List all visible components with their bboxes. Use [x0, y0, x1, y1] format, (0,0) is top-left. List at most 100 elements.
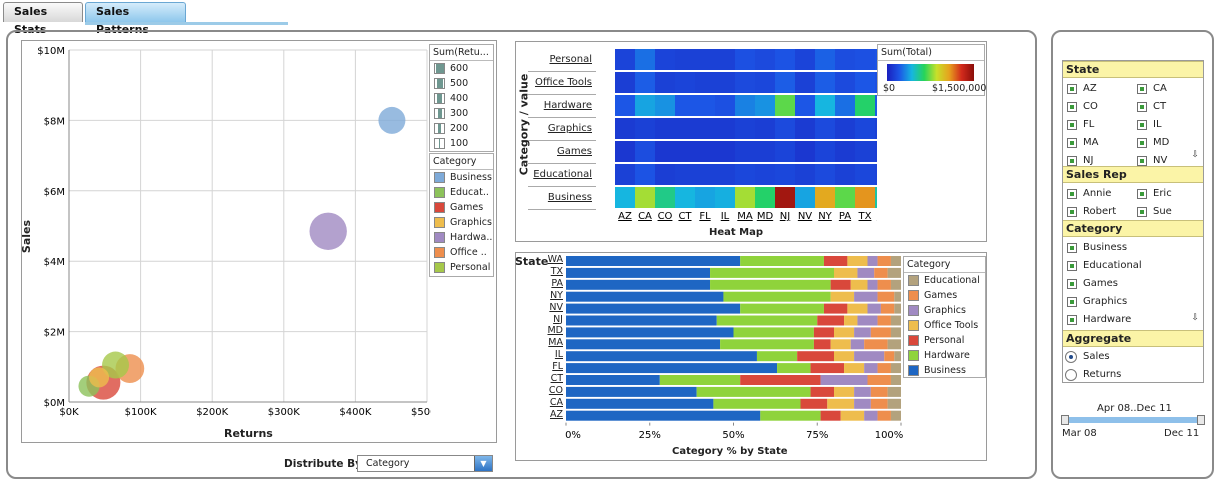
state-row-label[interactable]: CA	[549, 396, 563, 408]
stacked-bar-segment[interactable]	[854, 386, 871, 397]
state-row-label[interactable]: AZ	[549, 408, 563, 420]
state-option[interactable]: IL	[1137, 118, 1162, 132]
heatmap-row-label[interactable]: Games	[557, 146, 592, 157]
heatmap-column-label[interactable]: AZ	[618, 211, 632, 222]
stacked-bar-segment[interactable]	[877, 315, 891, 326]
heatmap-cell[interactable]	[635, 95, 655, 116]
heatmap-cell[interactable]	[775, 118, 795, 139]
stacked-bar-segment[interactable]	[877, 410, 891, 421]
heatmap-cell[interactable]	[815, 95, 835, 116]
heatmap-cell[interactable]	[615, 164, 635, 185]
heatmap-cell[interactable]	[695, 164, 715, 185]
checkbox[interactable]	[1067, 207, 1077, 217]
heatmap-cell[interactable]	[635, 118, 655, 139]
stacked-bar-segment[interactable]	[880, 303, 895, 314]
stacked-bar-segment[interactable]	[890, 375, 901, 385]
bubble-point[interactable]	[89, 367, 110, 388]
tab-sales-stats[interactable]: Sales Stats	[3, 2, 83, 36]
stacked-bar-segment[interactable]	[820, 375, 868, 385]
stacked-bar-segment[interactable]	[844, 363, 865, 374]
heatmap-cell[interactable]	[695, 118, 715, 139]
stacked-bar-segment[interactable]	[566, 363, 778, 374]
checkbox[interactable]	[1137, 207, 1147, 217]
stacked-bar-segment[interactable]	[566, 256, 741, 266]
stacked-bar-segment[interactable]	[834, 267, 858, 278]
heatmap-cell[interactable]	[755, 118, 775, 139]
heatmap-cell[interactable]	[615, 49, 635, 70]
heatmap-cell[interactable]	[695, 72, 715, 93]
heatmap-cell[interactable]	[775, 95, 795, 116]
category-legend-item[interactable]: Personal	[430, 260, 493, 275]
stacked-bar-segment[interactable]	[834, 351, 855, 362]
stacked-bar-segment[interactable]	[854, 398, 871, 409]
stacked-bar-segment[interactable]	[713, 398, 801, 409]
stacked-bar-segment[interactable]	[877, 256, 891, 266]
stacked-bar-segment[interactable]	[874, 267, 888, 278]
heatmap-cell[interactable]	[835, 95, 855, 116]
checkbox[interactable]	[1137, 102, 1147, 112]
stacked-bar-segment[interactable]	[867, 279, 878, 290]
sales-rep-option[interactable]: Eric	[1137, 187, 1172, 201]
heatmap-cell[interactable]	[715, 164, 735, 185]
checkbox[interactable]	[1137, 138, 1147, 148]
state-row-label[interactable]: IL	[554, 349, 563, 361]
stacked-bar-segment[interactable]	[894, 303, 901, 314]
heatmap-cell[interactable]	[875, 141, 877, 162]
heatmap-cell[interactable]	[875, 72, 877, 93]
heatmap-grid[interactable]: AZCACOCTFLILMAMDNJNVNYPATXWA	[595, 43, 877, 228]
stacked-bar-segment[interactable]	[566, 291, 724, 302]
stacked-bar-segment[interactable]	[740, 303, 824, 314]
state-row-label[interactable]: WA	[547, 254, 563, 265]
heatmap-cell[interactable]	[755, 187, 775, 208]
stacked-legend-item[interactable]: Personal	[904, 333, 985, 348]
heatmap-cell[interactable]	[655, 95, 675, 116]
stacked-bar-segment[interactable]	[890, 315, 901, 326]
heatmap-cell[interactable]	[735, 141, 755, 162]
heatmap-cell[interactable]	[875, 164, 877, 185]
heatmap-column-label[interactable]: CO	[658, 211, 673, 222]
stacked-bar-segment[interactable]	[716, 315, 818, 326]
stacked-bar-segment[interactable]	[877, 279, 891, 290]
heatmap-cell[interactable]	[815, 72, 835, 93]
checkbox[interactable]	[1067, 156, 1077, 166]
stacked-bar-segment[interactable]	[797, 351, 834, 362]
category-legend-item[interactable]: Educat..	[430, 185, 493, 200]
state-option[interactable]: CA	[1137, 82, 1167, 96]
stacked-bar-segment[interactable]	[877, 291, 895, 302]
heatmap-cell[interactable]	[835, 49, 855, 70]
stacked-legend-item[interactable]: Hardware	[904, 348, 985, 363]
stacked-bar-segment[interactable]	[720, 339, 814, 350]
checkbox[interactable]	[1067, 243, 1077, 253]
heatmap-cell[interactable]	[855, 49, 875, 70]
distribute-by-select[interactable]: Category ▼	[357, 455, 493, 472]
checkbox[interactable]	[1067, 84, 1077, 94]
stacked-bar-segment[interactable]	[823, 256, 848, 266]
heatmap-cell[interactable]	[855, 118, 875, 139]
stacked-bar-segment[interactable]	[887, 386, 901, 397]
stacked-bar-segment[interactable]	[890, 327, 901, 338]
stacked-bar-segment[interactable]	[850, 279, 868, 290]
heatmap-row-label[interactable]: Graphics	[547, 123, 592, 134]
stacked-bar-segment[interactable]	[566, 410, 761, 421]
heatmap-cell[interactable]	[715, 187, 735, 208]
slider-left-handle[interactable]	[1061, 415, 1069, 425]
stacked-bar-segment[interactable]	[867, 375, 891, 385]
category-legend-item[interactable]: Graphics	[430, 215, 493, 230]
heatmap-cell[interactable]	[835, 72, 855, 93]
stacked-bar-segment[interactable]	[887, 339, 901, 350]
checkbox[interactable]	[1067, 102, 1077, 112]
heatmap-cell[interactable]	[715, 95, 735, 116]
heatmap-cell[interactable]	[715, 72, 735, 93]
stacked-bar-segment[interactable]	[834, 327, 855, 338]
heatmap-cell[interactable]	[795, 72, 815, 93]
stacked-bar-segment[interactable]	[840, 410, 865, 421]
heatmap-cell[interactable]	[775, 187, 795, 208]
heatmap-cell[interactable]	[675, 72, 695, 93]
heatmap-cell[interactable]	[815, 187, 835, 208]
heatmap-row-label[interactable]: Business	[547, 192, 592, 203]
stacked-bar-segment[interactable]	[813, 339, 831, 350]
stacked-bar-segment[interactable]	[870, 386, 888, 397]
heatmap-cell[interactable]	[635, 141, 655, 162]
stacked-bar-segment[interactable]	[777, 363, 811, 374]
heatmap-cell[interactable]	[815, 141, 835, 162]
